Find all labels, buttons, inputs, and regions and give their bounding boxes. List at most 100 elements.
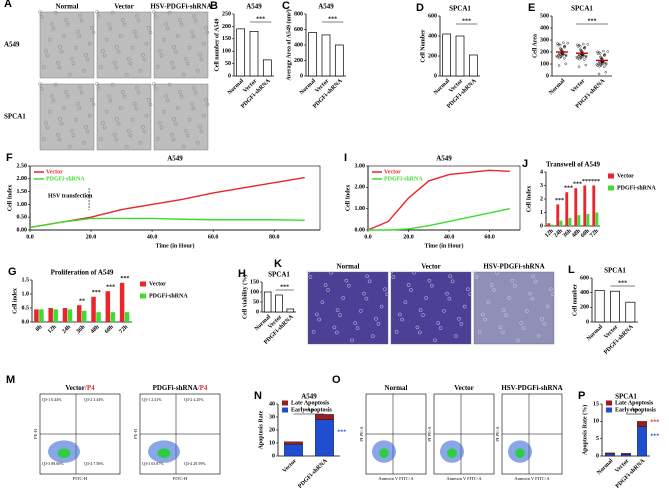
cell xyxy=(128,61,133,66)
cell xyxy=(358,309,363,313)
significance-label: *** xyxy=(564,186,573,192)
row-label: SPCA1 xyxy=(4,113,26,121)
cell xyxy=(492,288,496,292)
cell xyxy=(39,14,44,19)
cell xyxy=(132,29,137,34)
cell xyxy=(101,49,105,53)
bar xyxy=(53,309,58,322)
y-tick-label: 300 xyxy=(540,37,549,43)
scatter-dot xyxy=(604,71,607,74)
bar xyxy=(262,59,272,77)
bar xyxy=(592,185,596,226)
chart-title: SPCA1 xyxy=(571,5,593,13)
cell xyxy=(195,68,200,73)
cell xyxy=(173,49,178,54)
y-tick-label: 1.0 xyxy=(22,291,30,297)
bar-segment xyxy=(284,444,303,457)
bar xyxy=(308,32,318,77)
scatter-dot xyxy=(584,54,588,58)
panel-letter: O xyxy=(332,374,341,386)
column-label: HSV-PDGFi-shRNA xyxy=(150,3,211,11)
bar xyxy=(263,291,272,313)
image xyxy=(473,271,555,345)
y-tick-label: 4 xyxy=(540,169,543,175)
cell xyxy=(338,313,342,318)
cell xyxy=(161,109,166,114)
panel-letter: I xyxy=(344,152,347,164)
cell xyxy=(308,275,313,279)
scatter-dot xyxy=(602,61,606,64)
cell-cloud-core xyxy=(157,448,171,459)
cell xyxy=(142,57,147,62)
cell xyxy=(178,90,182,94)
cell xyxy=(132,101,137,106)
legend-swatch xyxy=(140,281,146,287)
cell xyxy=(118,33,123,38)
x-tick-label: 36h xyxy=(562,228,573,239)
quadrant-label: Q3-2 3.44% xyxy=(84,397,104,402)
scatter-dot xyxy=(575,56,578,59)
cell xyxy=(121,90,125,94)
cell xyxy=(81,140,86,145)
chart-title: A549 xyxy=(301,393,317,401)
cell xyxy=(203,25,208,30)
y-tick-label: 0 xyxy=(586,319,589,325)
legend-label: Late Apoptosis xyxy=(291,400,330,406)
significance-label: *** xyxy=(582,179,591,185)
bar xyxy=(559,220,563,226)
cell xyxy=(141,53,145,57)
scatter-dot xyxy=(580,49,584,53)
row-label: A549 xyxy=(4,41,20,49)
cell xyxy=(128,133,133,138)
plot-frame xyxy=(367,165,521,231)
panel-letter: J xyxy=(522,158,528,170)
cell xyxy=(205,102,210,107)
y-tick-label: 200 xyxy=(540,49,549,55)
cell xyxy=(107,94,111,98)
cell xyxy=(61,33,66,38)
scatter-dot xyxy=(599,55,602,58)
panel-letter: L xyxy=(568,264,575,276)
cell xyxy=(101,121,105,125)
cell-cloud-core xyxy=(447,448,457,459)
cell xyxy=(350,338,354,343)
bar xyxy=(594,290,605,323)
cell xyxy=(45,125,50,130)
x-tick-label: 24h xyxy=(553,228,564,239)
panel-letter: F xyxy=(6,152,13,164)
bar xyxy=(249,31,259,77)
cell xyxy=(116,49,121,54)
y-axis-label: Cell Index xyxy=(526,186,532,213)
significance-label: *** xyxy=(618,280,627,286)
scatter-dot xyxy=(557,53,561,57)
bar xyxy=(62,308,68,322)
plot-frame xyxy=(29,165,321,231)
significance-label: *** xyxy=(630,408,639,414)
scatter-dot xyxy=(564,62,567,66)
scatter-dot xyxy=(603,53,607,56)
bar xyxy=(119,282,125,322)
significance-label: *** xyxy=(588,18,597,24)
cell xyxy=(70,57,74,61)
cell xyxy=(417,330,422,335)
plot-title: Vector xyxy=(454,384,474,392)
cell xyxy=(61,105,66,110)
cell xyxy=(155,64,160,69)
cell xyxy=(198,125,202,129)
bar xyxy=(565,192,569,226)
y-tick-label: 50 xyxy=(253,299,259,305)
bar xyxy=(625,301,636,323)
cell xyxy=(364,296,369,301)
cell xyxy=(462,304,467,309)
significance-label: ** xyxy=(79,299,85,305)
significance-label: *** xyxy=(92,290,101,296)
cell xyxy=(362,291,366,296)
cell xyxy=(175,105,180,110)
y-tick-label: 1 xyxy=(540,210,543,216)
cell xyxy=(91,102,96,107)
y-tick-label: 0 xyxy=(546,73,549,79)
cell xyxy=(50,94,54,98)
chart-title: SPCA1 xyxy=(268,271,290,279)
bar-segment xyxy=(637,421,647,427)
cell xyxy=(146,25,151,30)
